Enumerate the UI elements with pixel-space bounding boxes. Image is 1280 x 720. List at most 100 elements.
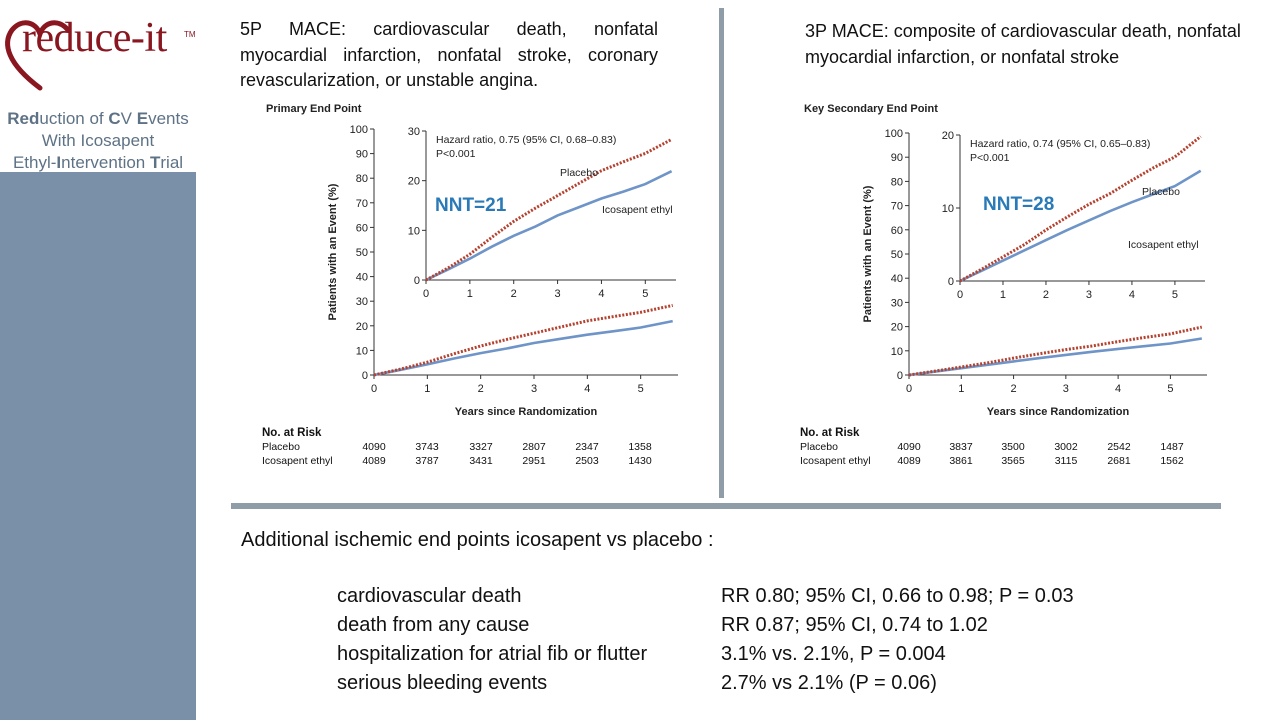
inset-series-line-placebo (959, 135, 1202, 283)
y-tick-label: 30 (356, 296, 368, 308)
additional-endpoints-title: Additional ischemic end points icosapent… (241, 529, 714, 551)
icosapent-curve-label: Icosapent ethyl (602, 204, 673, 216)
inset-y-tick-label: 10 (408, 225, 420, 237)
y-tick-label: 10 (356, 345, 368, 357)
y-tick-label: 60 (891, 225, 903, 237)
risk-cell: 1358 (628, 441, 652, 453)
risk-cell: 3837 (949, 441, 973, 453)
endpoint-row: cardiovascular death RR 0.80; 95% CI, 0.6… (337, 585, 1217, 614)
risk-table-header: No. at Risk (800, 427, 860, 439)
trial-name-segment: I (56, 153, 62, 172)
inset-x-tick-label: 5 (1172, 289, 1178, 301)
risk-table-row: Icosapent ethyl 4089 3787 3431 2951 2503 1430 (262, 455, 682, 469)
x-tick-label: 2 (1010, 383, 1016, 395)
inset-y-tick-label: 0 (414, 275, 420, 287)
hazard-ratio-text: Hazard ratio, 0.74 (95% CI, 0.65–0.83) (970, 138, 1150, 150)
inset-series-line-icosapent-ethyl (425, 170, 673, 282)
inset-y-tick-label: 30 (408, 126, 420, 138)
risk-cell: 3743 (415, 441, 439, 453)
trial-name-line: Ethyl-Intervention Trial (0, 152, 196, 174)
series-line-icosapent-ethyl (373, 319, 673, 377)
logo-text: reduce-it (22, 15, 167, 61)
y-axis-label: Patients with an Event (%) (862, 185, 874, 322)
risk-cell: 2542 (1107, 441, 1131, 453)
endpoint-row: hospitalization for atrial fib or flutte… (337, 643, 1217, 672)
risk-cell: 1430 (628, 455, 652, 467)
icosapent-curve-label: Icosapent ethyl (1128, 239, 1199, 251)
trial-name-line: Reduction of CV Events (0, 108, 196, 130)
risk-table-primary: No. at Risk Placebo 4090 3743 3327 2807 2347 13… (262, 427, 682, 469)
inset-y-tick-label: 20 (408, 176, 420, 188)
y-tick-label: 70 (356, 198, 368, 210)
y-tick-label: 80 (356, 173, 368, 185)
endpoint-value: 2.7% vs 2.1% (P = 0.06) (721, 672, 937, 694)
trial-name-segment: uction of (39, 109, 109, 128)
chart-title: Key Secondary End Point (804, 103, 938, 115)
x-axis-label: Years since Randomization (987, 406, 1130, 418)
x-tick-label: 2 (478, 383, 484, 395)
y-tick-label: 50 (891, 249, 903, 261)
y-tick-label: 0 (897, 370, 903, 382)
inset-x-tick-label: 0 (423, 288, 429, 300)
endpoint-name: hospitalization for atrial fib or flutte… (337, 643, 648, 665)
risk-cell: 4089 (362, 455, 386, 467)
x-tick-label: 4 (1115, 383, 1121, 395)
inset-y-tick-label: 10 (942, 203, 954, 215)
additional-endpoints-table: cardiovascular death RR 0.80; 95% CI, 0.6… (337, 585, 1217, 701)
risk-table-row: Placebo 4090 3837 3500 3002 2542 1487 (800, 441, 1210, 455)
y-tick-label: 40 (356, 272, 368, 284)
inset-x-tick-label: 1 (467, 288, 473, 300)
y-tick-label: 90 (891, 152, 903, 164)
hazard-ratio-text: Hazard ratio, 0.75 (95% CI, 0.68–0.83) (436, 134, 616, 146)
endpoint-name: cardiovascular death (337, 585, 522, 607)
endpoint-row: death from any cause RR 0.87; 95% CI, 0.7… (337, 614, 1217, 643)
inset-x-tick-label: 0 (957, 289, 963, 301)
risk-cell: 2503 (575, 455, 599, 467)
nnt-label: NNT=21 (435, 195, 507, 216)
trial-name-line: With Icosapent (0, 130, 196, 152)
y-tick-label: 50 (356, 247, 368, 259)
trial-name-segment: V (120, 109, 137, 128)
y-tick-label: 20 (891, 322, 903, 334)
right-heading-3p-mace: 3P MACE: composite of cardiovascular dea… (805, 21, 1241, 67)
y-tick-label: 20 (356, 321, 368, 333)
inset-chart: 0 10 20 30 0 1 2 3 4 5 Hazard ratio, 0.75 (95% CI,… (408, 126, 676, 300)
vertical-divider (719, 8, 724, 498)
y-axis-label: Patients with an Event (%) (327, 183, 339, 320)
risk-row-label: Placebo (800, 441, 838, 453)
risk-cell: 4090 (362, 441, 386, 453)
heart-logo-icon (5, 20, 71, 91)
inset-y-tick-label: 20 (942, 130, 954, 142)
y-tick-label: 60 (356, 222, 368, 234)
x-tick-label: 5 (1167, 383, 1173, 395)
left-heading-5p-mace: 5P MACE: cardiovascular death, nonfatal … (240, 19, 658, 90)
trial-name: Reduction of CV Events With Icosapent Ethy… (0, 108, 196, 174)
risk-cell: 3500 (1001, 441, 1025, 453)
horizontal-divider (231, 503, 1221, 509)
x-tick-label: 0 (371, 383, 377, 395)
risk-cell: 2807 (522, 441, 546, 453)
trial-name-segment: Red (7, 109, 40, 128)
risk-cell: 2951 (522, 455, 546, 467)
risk-row-label: Icosapent ethyl (800, 455, 871, 467)
risk-table-row: Icosapent ethyl 4089 3861 3565 3115 2681 1562 (800, 455, 1210, 469)
risk-cell: 3002 (1054, 441, 1078, 453)
risk-table-secondary: No. at Risk Placebo 4090 3837 3500 3002 2542 14… (800, 427, 1210, 469)
x-tick-label: 3 (1063, 383, 1069, 395)
y-tick-label: 40 (891, 273, 903, 285)
inset-x-tick-label: 4 (1129, 289, 1135, 301)
risk-table-row: Placebo 4090 3743 3327 2807 2347 1358 (262, 441, 682, 455)
inset-x-tick-label: 5 (642, 288, 648, 300)
chart-title: Primary End Point (266, 103, 362, 115)
nnt-label: NNT=28 (983, 194, 1054, 215)
inset-x-tick-label: 3 (555, 288, 561, 300)
risk-cell: 3565 (1001, 455, 1025, 467)
y-tick-label: 10 (891, 346, 903, 358)
primary-endpoint-chart: Primary End Point01020304050607080901000… (266, 103, 678, 418)
risk-cell: 3327 (469, 441, 493, 453)
p-value-text: P<0.001 (970, 152, 1010, 164)
risk-cell: 3787 (415, 455, 439, 467)
trial-name-segment: vents (148, 109, 189, 128)
x-tick-label: 1 (424, 383, 430, 395)
chart-group: Key Secondary End Point01020304050607080… (804, 103, 1207, 418)
